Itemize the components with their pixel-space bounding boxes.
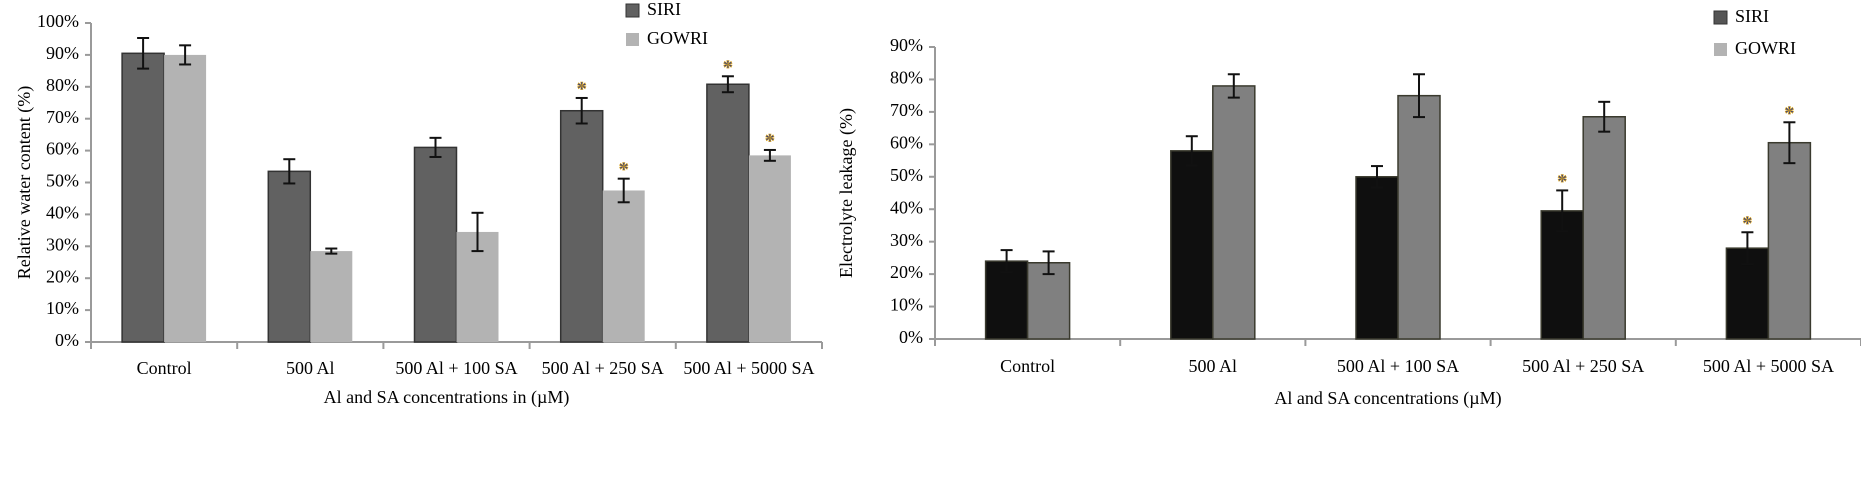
chart1-bar-siri bbox=[413, 146, 458, 343]
chart2-x-axis-title: Al and SA concentrations (µM) bbox=[1274, 388, 1501, 409]
chart1-x-axis-title: Al and SA concentrations in (µM) bbox=[324, 387, 570, 408]
chart2-legend-swatch-siri bbox=[1713, 10, 1728, 25]
chart1-x-tick-label: 500 Al + 250 SA bbox=[542, 358, 664, 378]
chart2-bar-gowri bbox=[1767, 141, 1812, 340]
chart2-bar-siri bbox=[1355, 176, 1399, 340]
chart2-bar-gowri bbox=[1026, 262, 1071, 340]
chart2-x-tick-label: 500 Al + 5000 SA bbox=[1703, 356, 1834, 376]
chart2-y-tick-label: 70% bbox=[890, 100, 923, 120]
chart2-bar-siri bbox=[1170, 150, 1214, 340]
chart2-y-tick-label: 40% bbox=[890, 197, 923, 217]
chart2-y-tick-label: 0% bbox=[899, 327, 923, 347]
chart1-legend-label-gowri: GOWRI bbox=[647, 28, 708, 48]
chart1-y-tick-label: 20% bbox=[46, 266, 79, 286]
chart1-bar-siri bbox=[559, 109, 604, 343]
chart2-y-tick-label: 50% bbox=[890, 165, 923, 185]
chart1-y-tick-label: 0% bbox=[55, 330, 79, 350]
chart1-significance-marker: * bbox=[577, 78, 587, 100]
chart2-legend-label-gowri: GOWRI bbox=[1735, 38, 1796, 58]
chart1-bar-gowri bbox=[164, 54, 207, 343]
chart1-bar-siri bbox=[121, 52, 165, 343]
chart1-bar-siri bbox=[706, 83, 750, 343]
chart2-x-tick-label: 500 Al + 100 SA bbox=[1337, 356, 1459, 376]
chart2-bar-gowri bbox=[1212, 85, 1256, 340]
chart2-y-axis-title: Electrolyte leakage (%) bbox=[836, 108, 857, 278]
chart1-y-tick-label: 70% bbox=[46, 107, 79, 127]
chart1-legend-label-siri: SIRI bbox=[647, 0, 681, 19]
chart1-y-tick-label: 90% bbox=[46, 43, 79, 63]
chart1-y-tick-label: 80% bbox=[46, 75, 79, 95]
chart2-y-tick-label: 20% bbox=[890, 262, 923, 282]
chart1-bar-gowri bbox=[748, 155, 791, 342]
chart2-bar-gowri bbox=[1582, 116, 1626, 340]
chart1-y-axis-title: Relative water content (%) bbox=[14, 86, 35, 279]
chart1-bar-gowri bbox=[602, 190, 645, 342]
chart2-significance-marker: * bbox=[1742, 212, 1752, 234]
chart1-x-tick-label: 500 Al + 5000 SA bbox=[683, 358, 814, 378]
chart1-x-tick-label: 500 Al bbox=[286, 358, 335, 378]
chart1-y-tick-label: 40% bbox=[46, 203, 79, 223]
chart1-legend-swatch-gowri bbox=[626, 33, 639, 46]
chart1-x-tick-label: 500 Al + 100 SA bbox=[395, 358, 517, 378]
chart2-significance-marker: * bbox=[1784, 102, 1794, 124]
chart1-bar-gowri bbox=[310, 251, 353, 342]
chart1-x-tick-label: Control bbox=[137, 358, 192, 378]
chart1-legend-swatch-siri bbox=[625, 3, 640, 18]
chart2-x-tick-label: 500 Al + 250 SA bbox=[1522, 356, 1644, 376]
chart1-y-tick-label: 10% bbox=[46, 298, 79, 318]
chart1-y-tick-label: 100% bbox=[37, 11, 79, 31]
chart1-y-tick-label: 50% bbox=[46, 171, 79, 191]
chart2-y-tick-label: 30% bbox=[890, 230, 923, 250]
chart2-legend-label-siri: SIRI bbox=[1735, 6, 1769, 26]
chart1-y-tick-label: 30% bbox=[46, 234, 79, 254]
chart1-bar-siri bbox=[267, 170, 312, 343]
chart2-x-tick-label: 500 Al bbox=[1189, 356, 1238, 376]
chart2-y-tick-label: 80% bbox=[890, 68, 923, 88]
chart2-y-tick-label: 90% bbox=[890, 35, 923, 55]
chart2-bar-gowri bbox=[1397, 94, 1441, 340]
chart1-significance-marker: * bbox=[723, 56, 733, 78]
chart1-y-tick-label: 60% bbox=[46, 139, 79, 159]
chart2-y-tick-label: 60% bbox=[890, 132, 923, 152]
chart2-x-tick-label: Control bbox=[1000, 356, 1055, 376]
chart2-y-tick-label: 10% bbox=[890, 295, 923, 315]
chart1-significance-marker: * bbox=[619, 159, 629, 181]
chart2-legend-swatch-gowri bbox=[1714, 43, 1727, 56]
chart1-significance-marker: * bbox=[765, 130, 775, 152]
chart2-significance-marker: * bbox=[1557, 170, 1567, 192]
